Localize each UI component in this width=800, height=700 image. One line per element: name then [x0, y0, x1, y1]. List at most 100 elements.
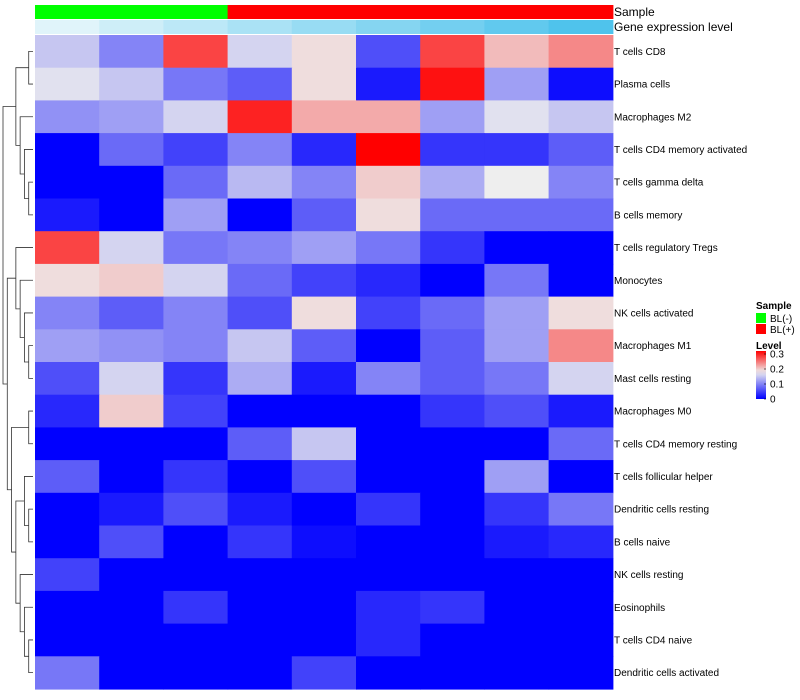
- row-label: Plasma cells: [614, 80, 670, 91]
- heatmap-cell: [356, 329, 421, 363]
- heatmap-cell: [420, 165, 485, 200]
- heatmap-cell: [291, 525, 357, 559]
- heatmap-cell: [420, 427, 485, 461]
- dendrogram-branch: [11, 427, 29, 553]
- dendrogram-branch: [15, 247, 33, 310]
- heatmap-cell: [99, 329, 164, 363]
- heatmap-cell: [99, 296, 164, 330]
- heatmap-cell: [420, 492, 485, 527]
- heatmap-cell: [484, 35, 550, 69]
- heatmap-cell: [291, 656, 357, 690]
- heatmap-cell: [35, 133, 100, 167]
- dendrogram-branch: [24, 606, 33, 657]
- heatmap-cell: [99, 263, 164, 298]
- heatmap-cell: [291, 35, 357, 69]
- heatmap-cell: [484, 623, 550, 657]
- heatmap-cell: [356, 427, 421, 461]
- heatmap-cell: [484, 198, 550, 232]
- heatmap-cell: [548, 133, 614, 167]
- row-label: B cells memory: [614, 210, 682, 221]
- expression-annotation-cell: [356, 20, 421, 34]
- heatmap-cell: [291, 329, 357, 363]
- heatmap-cell: [356, 525, 421, 559]
- expression-annotation-cell: [227, 20, 293, 34]
- row-label: T cells CD8: [614, 47, 666, 58]
- heatmap-cell: [35, 362, 100, 396]
- heatmap-cell: [99, 100, 164, 134]
- row-label: T cells follicular helper: [614, 472, 713, 483]
- heatmap-cell: [484, 329, 550, 363]
- heatmap-cell: [227, 296, 293, 330]
- row-label: Eosinophils: [614, 603, 665, 614]
- row-label: Macrophages M0: [614, 407, 692, 418]
- heatmap-cell: [291, 263, 357, 298]
- heatmap-cell: [484, 296, 550, 330]
- heatmap-cell: [99, 525, 164, 559]
- heatmap-cell: [35, 590, 100, 625]
- heatmap-cell: [163, 656, 229, 690]
- heatmap-cell: [420, 558, 485, 592]
- heatmap-cell: [356, 590, 421, 625]
- heatmap-cell: [99, 656, 164, 690]
- heatmap-cell: [227, 492, 293, 527]
- heatmap-cell: [227, 525, 293, 559]
- heatmap-cell: [227, 165, 293, 200]
- heatmap-cell: [356, 460, 421, 494]
- heatmap-cell: [227, 35, 293, 69]
- heatmap-cell: [548, 427, 614, 461]
- heatmap-cell: [548, 35, 614, 69]
- heatmap-cell: [548, 198, 614, 232]
- heatmap-cell: [356, 165, 421, 200]
- heatmap-cell: [35, 35, 100, 69]
- heatmap-cell: [291, 558, 357, 592]
- heatmap-cell: [356, 394, 421, 428]
- heatmap-cell: [548, 394, 614, 428]
- heatmap-cell: [291, 623, 357, 657]
- heatmap-cell: [356, 296, 421, 330]
- heatmap-cell: [484, 525, 550, 559]
- expression-track-label: Gene expression level: [614, 20, 733, 34]
- dendrogram-branch: [15, 67, 29, 146]
- heatmap-cell: [420, 198, 485, 232]
- heatmap-cell: [548, 590, 614, 625]
- heatmap-cell: [548, 165, 614, 200]
- heatmap-cell: [35, 525, 100, 559]
- heatmap-cell: [99, 362, 164, 396]
- heatmap-cell: [484, 231, 550, 265]
- heatmap-cell: [35, 460, 100, 494]
- dendrogram-branch: [19, 574, 33, 633]
- heatmap-cell: [35, 100, 100, 134]
- level-color-bar: [756, 351, 766, 399]
- expression-annotation-cell: [99, 20, 164, 34]
- heatmap-cell: [227, 590, 293, 625]
- expression-annotation-cell: [163, 20, 229, 34]
- heatmap-cell: [548, 231, 614, 265]
- level-legend-tick-label: 0.1: [770, 380, 784, 391]
- heatmap-cell: [291, 67, 357, 101]
- heatmap-cell: [356, 623, 421, 657]
- heatmap-cell: [484, 656, 550, 690]
- row-label: T cells CD4 memory resting: [614, 439, 737, 450]
- row-label: Macrophages M2: [614, 112, 692, 123]
- heatmap-cell: [356, 67, 421, 101]
- heatmap-cell: [163, 329, 229, 363]
- row-labels: T cells CD8 Plasma cells Macrophages M2 T c…: [614, 47, 747, 679]
- heatmap-cell: [35, 198, 100, 232]
- heatmap-cell: [163, 100, 229, 134]
- heatmap-cell: [291, 362, 357, 396]
- heatmap-cell: [291, 492, 357, 527]
- heatmap-cell: [99, 198, 164, 232]
- heatmap-cells: [35, 35, 614, 690]
- row-label: Dendritic cells resting: [614, 505, 709, 516]
- sample-annotation-cell: [356, 5, 421, 19]
- heatmap-cell: [420, 296, 485, 330]
- sample-annotation-cell: [227, 5, 293, 19]
- heatmap-cell: [420, 133, 485, 167]
- heatmap-cell: [484, 100, 550, 134]
- heatmap-cell: [291, 100, 357, 134]
- expression-annotation-cell: [420, 20, 485, 34]
- heatmap-cell: [99, 558, 164, 592]
- row-label: NK cells resting: [614, 570, 683, 581]
